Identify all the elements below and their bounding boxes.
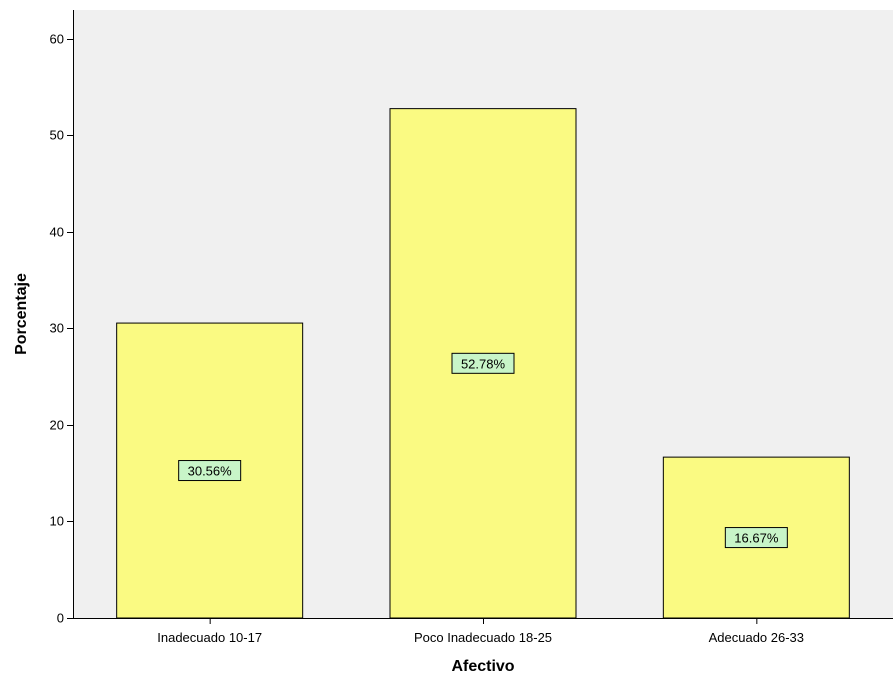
y-axis-title: Porcentaje: [13, 273, 30, 355]
data-label: 52.78%: [461, 356, 506, 371]
data-labels-group: 30.56% 52.78% 16.67%: [178, 352, 788, 549]
x-ticks-group: Inadecuado 10-17 Poco Inadecuado 18-25 Ade…: [157, 618, 804, 645]
y-tick-label: 30: [50, 321, 64, 336]
data-label: 16.67%: [734, 531, 779, 546]
y-tick-label: 60: [50, 32, 64, 47]
x-tick-label: Inadecuado 10-17: [157, 630, 262, 645]
data-label-box: [178, 460, 242, 482]
y-tick-label: 10: [50, 514, 64, 529]
x-tick-label: Adecuado 26-33: [709, 630, 804, 645]
y-tick-label: 50: [50, 128, 64, 143]
data-label-box: [451, 352, 515, 374]
x-axis-title: Afectivo: [451, 658, 514, 675]
data-label-box: [724, 527, 788, 549]
y-tick-label: 20: [50, 418, 64, 433]
x-tick-label: Poco Inadecuado 18-25: [414, 630, 552, 645]
y-ticks-group: 0 10 20 30 40 50 60: [50, 32, 73, 626]
y-tick-label: 40: [50, 225, 64, 240]
y-tick-label: 0: [57, 611, 64, 626]
data-label: 30.56%: [188, 464, 233, 479]
